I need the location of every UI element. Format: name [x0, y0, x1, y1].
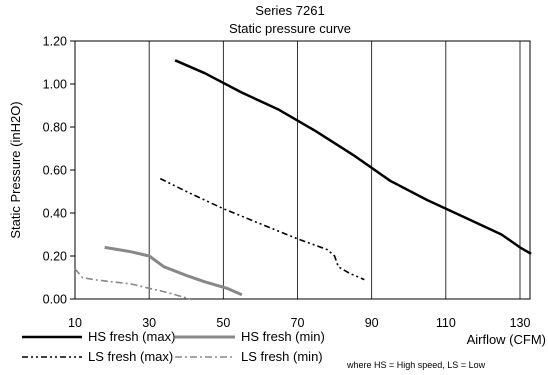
- y-tick-labels: 0.00 0.20 0.40 0.60 0.80 1.00 1.20: [43, 35, 75, 307]
- grid-lines: [148, 41, 521, 299]
- y-axis-label: Static Pressure (inH2O): [8, 101, 23, 238]
- y-tick-label: 0.20: [43, 250, 67, 264]
- series-line: [104, 245, 243, 297]
- x-tick-label: 70: [291, 316, 305, 330]
- series-line: [159, 177, 365, 281]
- chart-subtitle: Static pressure curve: [229, 21, 351, 36]
- legend-label: LS fresh (max): [88, 349, 173, 364]
- series-line: [74, 268, 191, 300]
- legend: HS fresh (max) HS fresh (min) LS fresh (ma…: [22, 329, 325, 364]
- y-tick-label: 0.60: [43, 164, 67, 178]
- legend-label: LS fresh (min): [241, 349, 323, 364]
- x-tick-labels: 10 30 50 70 90 110 130: [68, 316, 530, 330]
- x-tick-label: 90: [365, 316, 379, 330]
- series-lines: [74, 59, 532, 300]
- x-axis-label: Airflow (CFM): [467, 332, 546, 347]
- x-tick-label: 30: [142, 316, 156, 330]
- series-line: [174, 59, 532, 255]
- x-tick-label: 130: [510, 316, 531, 330]
- y-tick-label: 0.80: [43, 121, 67, 135]
- plot-frame: [74, 40, 531, 300]
- y-tick-label: 1.00: [43, 78, 67, 92]
- abbreviation-note: where HS = High speed, LS = Low: [346, 360, 486, 370]
- x-tick-label: 50: [216, 316, 230, 330]
- x-tick-label: 110: [436, 316, 456, 330]
- y-tick-label: 1.20: [43, 35, 67, 49]
- x-tick-label: 10: [68, 316, 82, 330]
- legend-label: HS fresh (min): [241, 329, 325, 344]
- chart-title: Series 7261: [255, 3, 324, 18]
- y-tick-label: 0.00: [43, 293, 67, 307]
- legend-label: HS fresh (max): [88, 329, 175, 344]
- y-tick-label: 0.40: [43, 207, 67, 221]
